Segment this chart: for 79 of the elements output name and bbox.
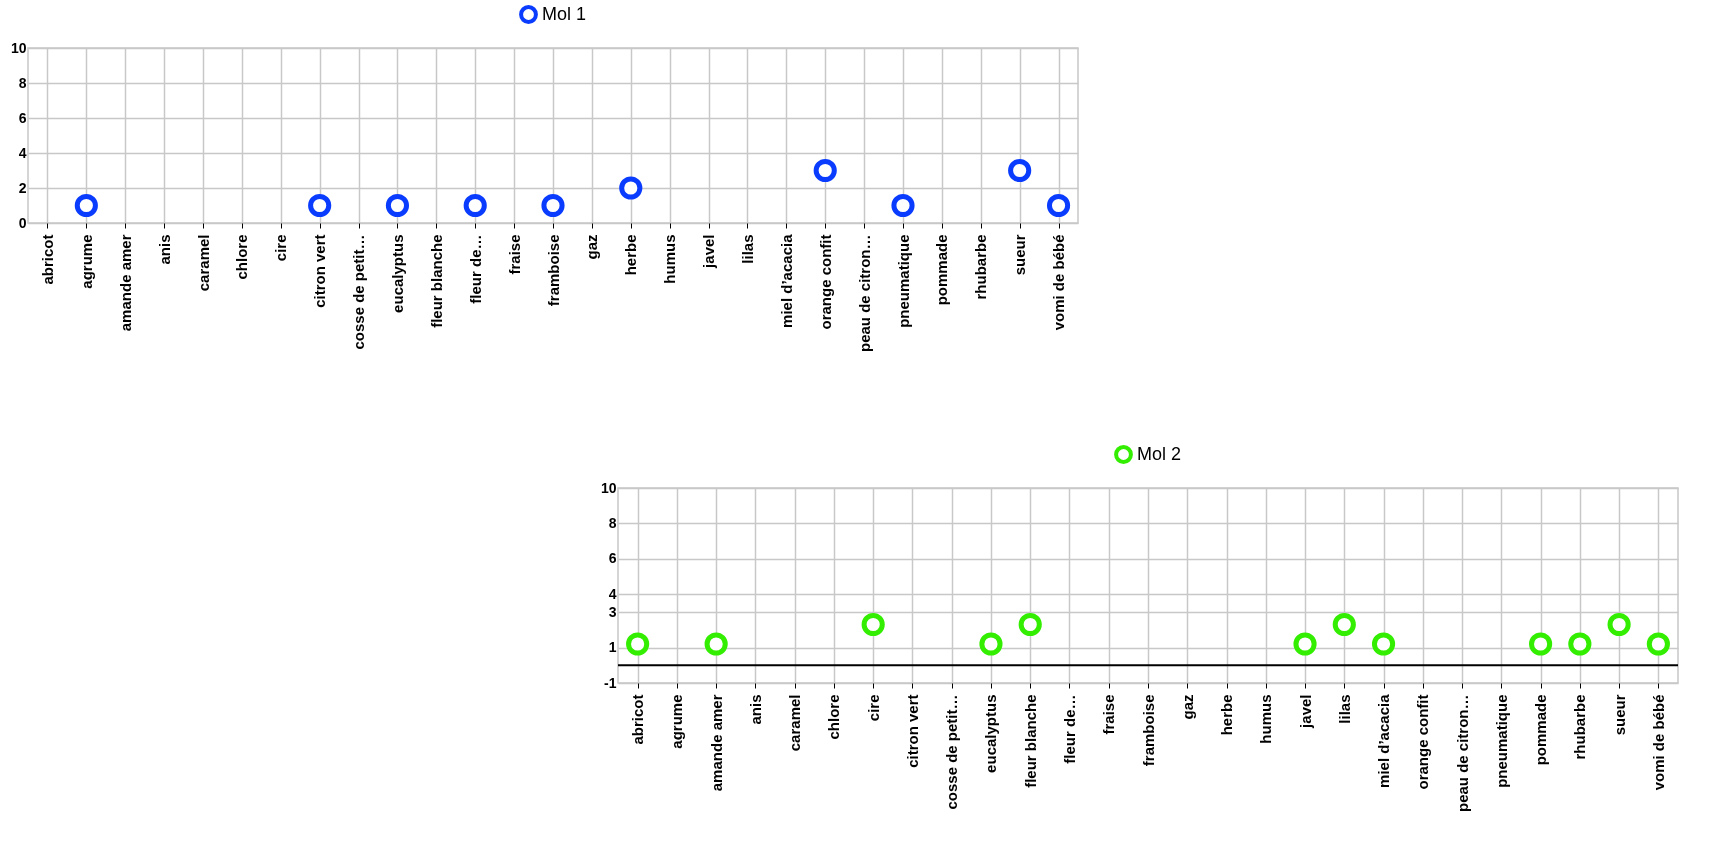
point — [1046, 193, 1071, 218]
x-tick-label: abricot — [38, 234, 56, 285]
x-tick-label: lilas — [738, 234, 756, 264]
point — [463, 193, 487, 218]
x-tick-label: agrume — [668, 694, 686, 749]
legend-label: Mol 1 — [542, 3, 587, 24]
x-tick-label: chlore — [825, 694, 843, 740]
x-tick-label: orange confit — [1414, 694, 1432, 790]
y-tick-label: 0 — [18, 214, 27, 231]
y-tick-label: 4 — [18, 144, 27, 161]
x-tick-label: pneumatique — [894, 234, 912, 328]
x-tick-label: javel — [1296, 694, 1314, 729]
x-tick-label: rhubarbe — [972, 234, 990, 300]
x-tick-label: fleur de… — [1060, 694, 1078, 764]
x-tick-label: gaz — [1178, 694, 1196, 720]
x-tick-label: pommade — [1532, 694, 1550, 766]
x-tick-label: eucalyptus — [388, 234, 406, 313]
x-tick-label: caramel — [786, 694, 804, 752]
x-tick-label: eucalyptus — [982, 694, 1000, 773]
x-tick-label: herbe — [622, 234, 640, 276]
point — [541, 193, 565, 218]
point — [308, 193, 332, 218]
x-tick-label: pneumatique — [1492, 694, 1510, 788]
y-tick-label: 3 — [608, 603, 617, 620]
x-tick-label: cire — [864, 694, 882, 722]
x-tick-label: sueur — [1011, 234, 1029, 276]
point — [74, 193, 98, 218]
point — [385, 193, 410, 218]
x-tick-label: fleur blanche — [1021, 694, 1039, 788]
x-tick-label: cosse de petit… — [943, 694, 961, 810]
point — [1008, 158, 1032, 183]
x-tick-label: agrume — [77, 234, 95, 289]
x-tick-label: cire — [272, 234, 290, 262]
x-tick-label: humus — [661, 234, 679, 284]
x-tick-label: fraise — [505, 234, 523, 275]
x-tick-label: fraise — [1100, 694, 1118, 735]
x-tick-label: peau de citron… — [1453, 694, 1471, 813]
x-tick-label: chlore — [233, 234, 251, 280]
x-tick-label: miel d’acacia — [1375, 693, 1393, 788]
x-tick-label: peau de citron… — [855, 234, 873, 353]
x-tick-label: lilas — [1335, 694, 1353, 724]
legend-label: Mol 2 — [1137, 443, 1182, 464]
x-tick-label: abricot — [629, 694, 647, 745]
y-tick-label: 2 — [18, 179, 27, 196]
x-tick-label: framboise — [1139, 694, 1157, 767]
x-tick-label: javel — [700, 234, 718, 269]
y-tick-label: 8 — [608, 514, 617, 531]
x-tick-label: herbe — [1218, 694, 1236, 736]
x-tick-label: citron vert — [903, 694, 921, 768]
x-tick-label: amande amer — [116, 234, 134, 332]
x-tick-label: cosse de petit… — [350, 234, 368, 350]
x-tick-label: gaz — [583, 234, 601, 260]
y-tick-label: 6 — [18, 109, 27, 126]
x-tick-label: sueur — [1610, 694, 1628, 736]
x-tick-label: fleur blanche — [427, 234, 445, 328]
x-tick-label: rhubarbe — [1571, 694, 1589, 760]
x-tick-label: framboise — [544, 234, 562, 307]
x-tick-label: orange confit — [816, 234, 834, 330]
x-tick-label: miel d’acacia — [777, 233, 795, 328]
x-tick-label: anis — [746, 694, 764, 725]
x-tick-label: humus — [1257, 694, 1275, 744]
x-tick-label: anis — [155, 234, 173, 265]
x-tick-label: vomi de bébé — [1050, 234, 1068, 331]
y-tick-label: 10 — [600, 479, 617, 496]
y-tick-label: 4 — [608, 585, 617, 602]
point — [619, 176, 643, 200]
x-tick-label: caramel — [194, 234, 212, 292]
x-tick-label: vomi de bébé — [1649, 694, 1667, 791]
point — [891, 193, 915, 218]
x-tick-label: citron vert — [311, 234, 329, 308]
y-tick-label: 8 — [18, 74, 27, 91]
x-tick-label: amande amer — [707, 694, 725, 792]
x-tick-label: fleur de… — [466, 234, 484, 304]
y-tick-label: -1 — [604, 674, 617, 691]
y-tick-label: 10 — [10, 39, 27, 56]
y-tick-label: 6 — [608, 550, 617, 567]
x-tick-label: pommade — [933, 234, 951, 306]
point — [813, 158, 837, 183]
y-tick-label: 1 — [608, 639, 617, 656]
